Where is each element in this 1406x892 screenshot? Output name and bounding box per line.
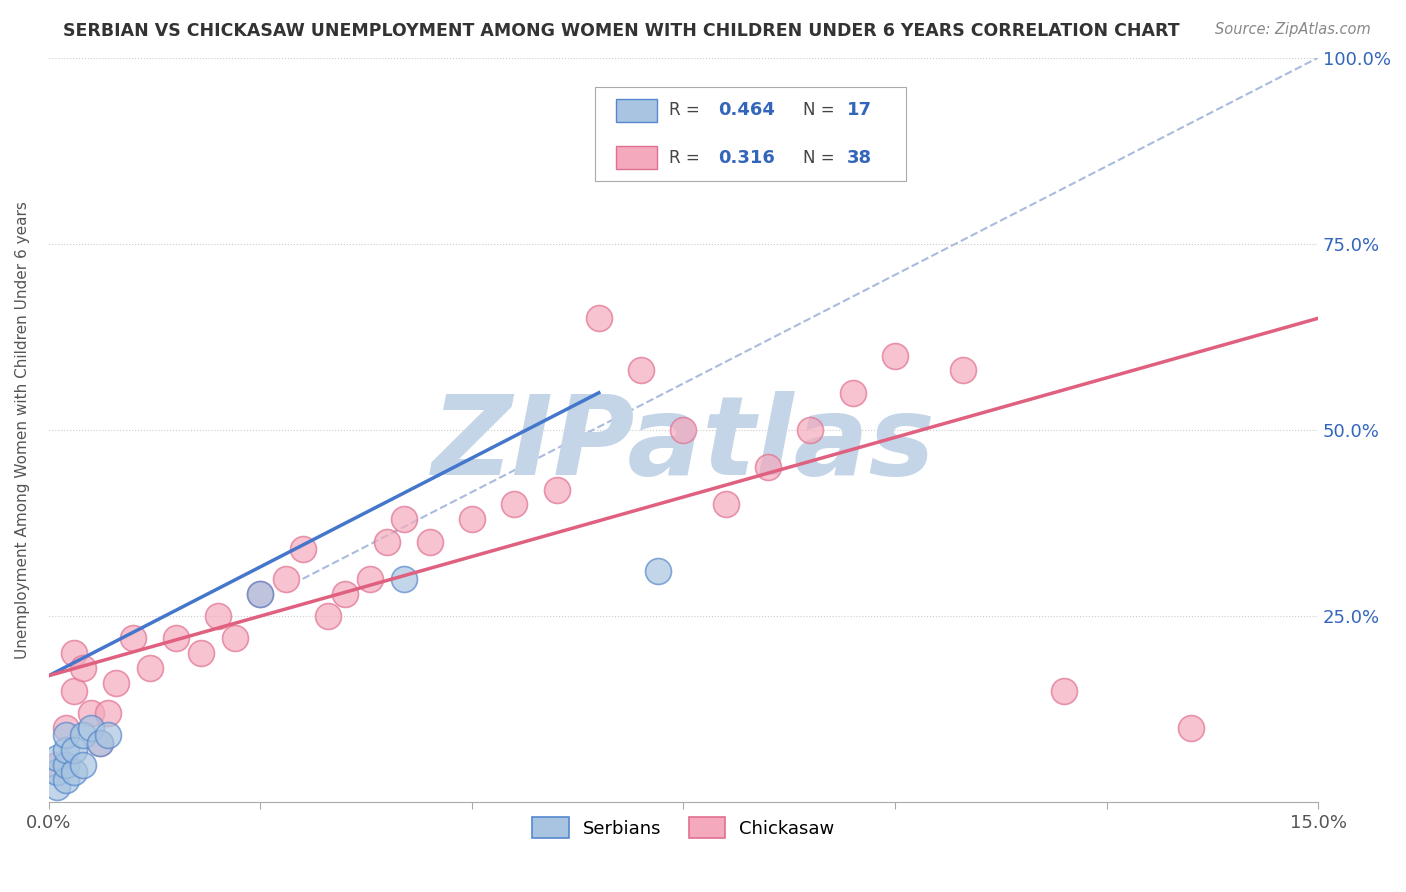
Point — [89, 736, 111, 750]
FancyBboxPatch shape — [616, 145, 657, 169]
Text: N =: N = — [803, 149, 839, 167]
Point — [952, 363, 974, 377]
Text: Source: ZipAtlas.com: Source: ZipAtlas.com — [1215, 22, 1371, 37]
Point — [46, 750, 69, 764]
Point — [546, 483, 568, 497]
Point — [72, 661, 94, 675]
Point — [249, 587, 271, 601]
Point — [55, 758, 77, 772]
Point — [207, 609, 229, 624]
Point — [55, 743, 77, 757]
Point — [630, 363, 652, 377]
Text: R =: R = — [669, 102, 706, 120]
Text: N =: N = — [803, 102, 839, 120]
Point — [72, 758, 94, 772]
Text: SERBIAN VS CHICKASAW UNEMPLOYMENT AMONG WOMEN WITH CHILDREN UNDER 6 YEARS CORREL: SERBIAN VS CHICKASAW UNEMPLOYMENT AMONG … — [63, 22, 1180, 40]
Point — [503, 498, 526, 512]
FancyBboxPatch shape — [616, 98, 657, 122]
Point — [884, 349, 907, 363]
Point — [72, 728, 94, 742]
Point — [588, 311, 610, 326]
Point — [80, 706, 103, 720]
Point — [122, 632, 145, 646]
Point — [105, 676, 128, 690]
Text: 38: 38 — [848, 149, 872, 167]
Text: ZIPatlas: ZIPatlas — [432, 392, 935, 499]
Point — [165, 632, 187, 646]
Point — [841, 385, 863, 400]
Point — [375, 534, 398, 549]
Point — [672, 423, 695, 437]
Point — [224, 632, 246, 646]
Point — [799, 423, 821, 437]
Point — [249, 587, 271, 601]
Point — [291, 542, 314, 557]
Point — [190, 646, 212, 660]
Point — [316, 609, 339, 624]
Point — [80, 721, 103, 735]
Point — [46, 758, 69, 772]
Point — [63, 743, 86, 757]
Point — [139, 661, 162, 675]
Point — [63, 765, 86, 780]
Point — [55, 772, 77, 787]
Point — [46, 780, 69, 795]
Text: R =: R = — [669, 149, 706, 167]
Point — [274, 572, 297, 586]
Point — [392, 572, 415, 586]
Point — [419, 534, 441, 549]
Y-axis label: Unemployment Among Women with Children Under 6 years: Unemployment Among Women with Children U… — [15, 201, 30, 659]
Point — [97, 728, 120, 742]
Point — [756, 460, 779, 475]
Point — [392, 512, 415, 526]
Point — [647, 565, 669, 579]
Point — [55, 728, 77, 742]
Point — [63, 646, 86, 660]
Point — [359, 572, 381, 586]
Text: 17: 17 — [848, 102, 872, 120]
Point — [63, 683, 86, 698]
Point — [55, 721, 77, 735]
Text: 0.464: 0.464 — [717, 102, 775, 120]
Legend: Serbians, Chickasaw: Serbians, Chickasaw — [526, 810, 842, 846]
Point — [1053, 683, 1076, 698]
Point — [333, 587, 356, 601]
Point — [714, 498, 737, 512]
Point — [97, 706, 120, 720]
Point — [46, 765, 69, 780]
Point — [461, 512, 484, 526]
Text: 0.316: 0.316 — [717, 149, 775, 167]
FancyBboxPatch shape — [595, 87, 905, 180]
Point — [89, 736, 111, 750]
Point — [1180, 721, 1202, 735]
